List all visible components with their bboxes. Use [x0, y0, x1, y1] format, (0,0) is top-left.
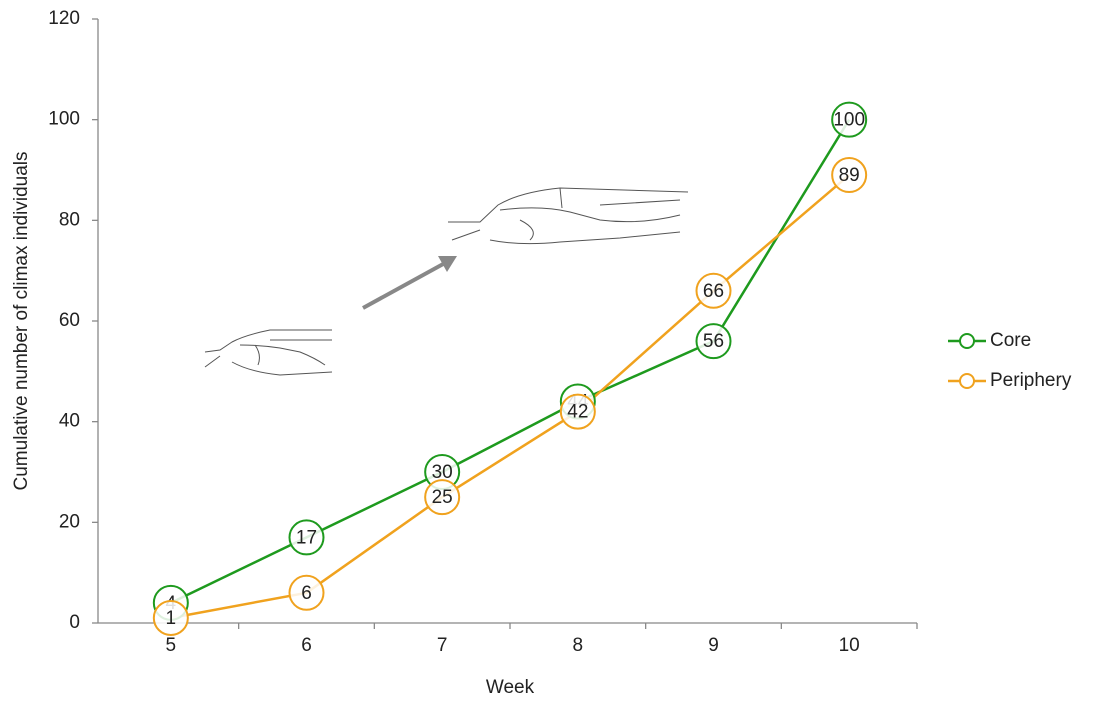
- x-axis-label: Week: [486, 677, 535, 698]
- illustration-small: [204, 329, 333, 376]
- x-tick-label: 8: [573, 635, 584, 656]
- marker: [152, 599, 189, 636]
- y-tick-label: 40: [59, 411, 80, 432]
- data-label: 56: [703, 331, 724, 352]
- marker: [424, 479, 461, 516]
- illustration-large: [448, 187, 689, 245]
- sketch: [448, 187, 689, 245]
- data-label: 25: [432, 487, 453, 508]
- arrow-shaft: [362, 261, 446, 310]
- data-label: 66: [703, 281, 724, 302]
- data-label: 6: [301, 583, 312, 604]
- y-tick-label: 120: [48, 8, 80, 29]
- legend-label: Periphery: [990, 370, 1072, 391]
- x-tick-label: 6: [301, 635, 312, 656]
- legend-label: Core: [990, 330, 1031, 351]
- arrow-head: [438, 256, 457, 272]
- marker: [831, 101, 868, 138]
- data-label: 42: [567, 402, 588, 423]
- marker: [831, 157, 868, 194]
- data-label: 30: [432, 462, 453, 483]
- data-label: 100: [833, 110, 865, 131]
- marker: [288, 519, 325, 556]
- data-label: 1: [166, 608, 177, 629]
- legend-marker: [959, 333, 975, 349]
- arrow: [362, 256, 457, 310]
- x-tick-label: 5: [166, 635, 177, 656]
- y-tick-label: 0: [69, 612, 80, 633]
- y-tick-label: 60: [59, 310, 80, 331]
- series-line: [170, 119, 851, 604]
- marker: [695, 323, 732, 360]
- x-tick-label: 10: [839, 635, 860, 656]
- sketch: [204, 329, 333, 376]
- data-label: 89: [839, 165, 860, 186]
- marker: [559, 393, 596, 430]
- y-axis-label: Cumulative number of climax individuals: [11, 152, 32, 491]
- y-tick-label: 80: [59, 209, 80, 230]
- data-label: 17: [296, 527, 317, 548]
- y-tick-label: 20: [59, 511, 80, 532]
- marker: [288, 574, 325, 611]
- series-line: [170, 174, 850, 620]
- legend-marker: [959, 373, 975, 389]
- y-tick-label: 100: [48, 109, 80, 130]
- x-tick-label: 9: [708, 635, 719, 656]
- x-tick-label: 7: [437, 635, 448, 656]
- marker: [695, 272, 732, 309]
